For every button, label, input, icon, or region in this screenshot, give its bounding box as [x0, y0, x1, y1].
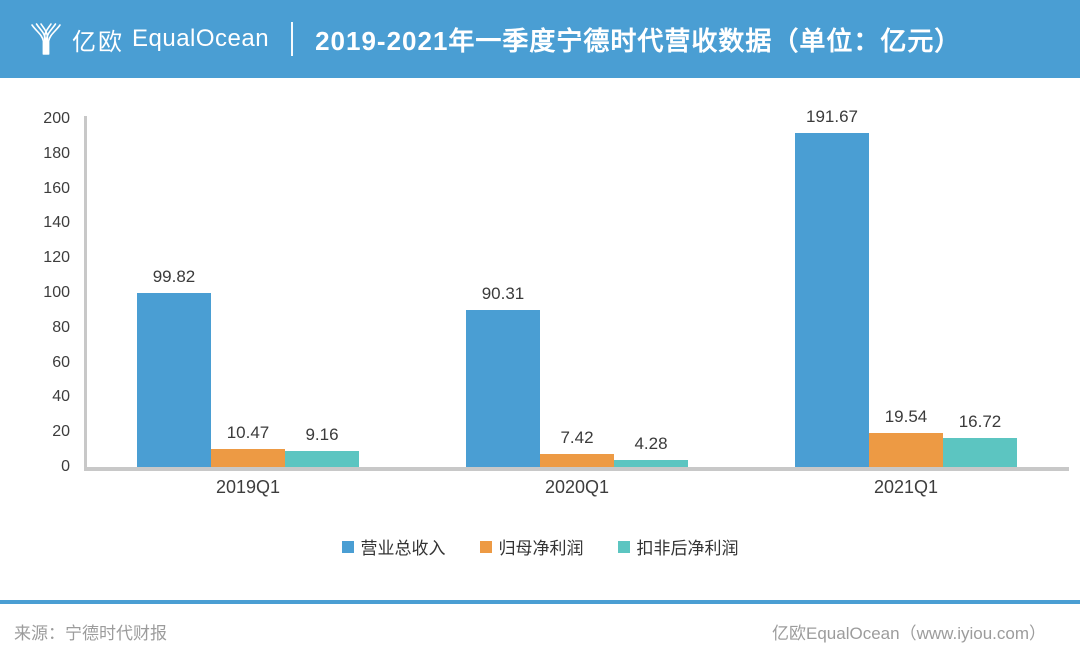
page-title: 2019-2021年一季度宁德时代营收数据（单位：亿元）	[315, 25, 962, 56]
bar	[211, 448, 285, 467]
bar-value-label: 9.16	[305, 425, 339, 445]
y-axis-tick-label: 60	[52, 353, 70, 371]
source-label: 来源：宁德时代财报	[14, 624, 167, 643]
bar-value-label: 191.67	[806, 107, 858, 127]
bar	[614, 459, 688, 467]
bar	[943, 437, 1017, 467]
legend-label: 归母净利润	[498, 539, 584, 558]
y-axis-tick-label: 80	[52, 318, 70, 336]
x-axis-line	[84, 467, 1069, 471]
legend-swatch	[341, 540, 354, 553]
bar	[466, 309, 540, 467]
bar-value-label: 4.28	[634, 433, 668, 453]
legend-item: 归母净利润	[479, 534, 584, 559]
bar	[795, 133, 869, 467]
y-axis-line	[84, 116, 87, 471]
bar-value-label: 16.72	[958, 411, 1002, 431]
y-axis-tick-label: 100	[43, 284, 70, 301]
credit-label: 亿欧EqualOcean（www.iyiou.com）	[772, 624, 1046, 643]
x-axis-category-label: 2021Q1	[873, 477, 939, 497]
legend-item: 扣非后净利润	[617, 534, 739, 559]
y-axis-tick-label: 160	[43, 179, 70, 197]
bar	[285, 451, 359, 467]
y-axis-tick-label: 140	[43, 214, 70, 232]
x-axis-category-label: 2020Q1	[544, 477, 610, 497]
brand-name-en: EqualOcean	[132, 25, 270, 52]
bar	[869, 433, 943, 467]
brand-name-cn: 亿欧	[72, 28, 124, 56]
y-axis-tick-label: 40	[52, 388, 70, 406]
bar-value-label: 90.31	[481, 283, 525, 303]
legend-swatch	[617, 540, 630, 553]
y-axis-tick-label: 120	[43, 249, 70, 267]
bar-value-label: 19.54	[884, 407, 928, 426]
header-bar: 亿欧 EqualOcean 2019-2021年一季度宁德时代营收数据（单位：亿…	[0, 0, 1080, 78]
footer-divider	[0, 600, 1080, 604]
y-axis-tick-label: 0	[61, 458, 70, 475]
y-axis-tick-label: 20	[52, 423, 70, 441]
bar-value-label: 10.47	[226, 422, 270, 442]
bar	[137, 293, 211, 467]
header-divider	[291, 22, 294, 56]
y-axis-tick-label: 200	[43, 110, 70, 127]
x-axis-category-label: 2019Q1	[215, 477, 281, 497]
legend-item: 营业总收入	[341, 534, 446, 559]
chart-legend: 营业总收入 归母净利润 扣非后净利润	[0, 534, 1080, 559]
legend-label: 营业总收入	[360, 539, 446, 558]
legend-swatch	[479, 540, 492, 553]
y-axis-tick-label: 180	[43, 144, 70, 162]
bar-value-label: 7.42	[560, 428, 594, 448]
bar-value-label: 99.82	[152, 267, 196, 287]
legend-label: 扣非后净利润	[636, 539, 739, 558]
bar	[540, 454, 614, 467]
equalocean-logo-icon	[31, 23, 61, 55]
